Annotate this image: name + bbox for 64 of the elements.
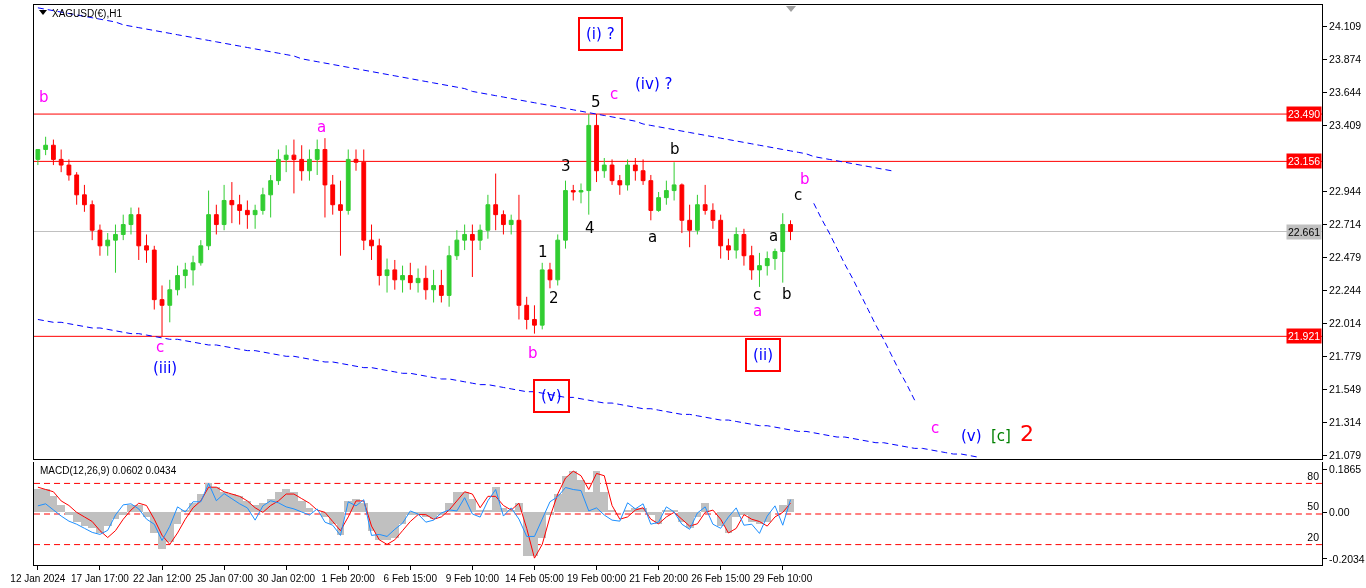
ref-line-label: 21.921 — [1288, 330, 1321, 342]
y-tick-label: 23.874 — [1329, 53, 1362, 66]
x-tick-label: 17 Jan 17:00 — [71, 573, 130, 584]
x-tick-label: 26 Feb 15:00 — [691, 573, 751, 584]
y-tick-label: 23.409 — [1329, 119, 1362, 132]
y-tick-label: 24.109 — [1329, 20, 1362, 33]
x-tick-label: 14 Feb 05:00 — [504, 573, 565, 584]
x-tick-label: 25 Jan 07:00 — [195, 573, 254, 584]
y-tick-label: -0.2034 — [1329, 552, 1365, 565]
annotation: b — [528, 344, 538, 362]
y-tick-label: 21.549 — [1329, 382, 1362, 395]
annotation: [c] — [991, 427, 1011, 445]
annotation: c — [610, 85, 619, 103]
x-tick-label: 6 Feb 15:00 — [383, 573, 438, 584]
ref-line-label: 23.156 — [1288, 155, 1321, 167]
annotation: 5 — [591, 93, 601, 111]
x-tick-label: 30 Jan 02:00 — [257, 573, 316, 584]
ref-line-label: 23.490 — [1288, 108, 1321, 120]
annotation: c — [794, 186, 803, 204]
y-tick-label: 21.079 — [1329, 449, 1362, 462]
x-tick-label: 19 Feb 00:00 — [567, 573, 627, 584]
x-tick-label: 12 Jan 2024 — [10, 573, 66, 584]
y2-tick-label: 20 — [1307, 530, 1320, 543]
annotation: c — [156, 338, 165, 356]
annotation: (i) ? — [586, 25, 615, 43]
y-tick-label: 0.00 — [1329, 506, 1350, 519]
annotation: b — [800, 170, 810, 188]
annotation: a — [753, 302, 763, 320]
annotation: (v) — [961, 427, 982, 445]
x-tick-label: 1 Feb 20:00 — [321, 573, 376, 584]
annotation: (iv) ? — [635, 75, 673, 93]
y-tick-label: 22.244 — [1329, 284, 1362, 297]
annotation: b — [39, 88, 49, 106]
x-tick-label: 9 Feb 10:00 — [445, 573, 500, 584]
y-tick-label: 21.314 — [1329, 415, 1362, 428]
annotation: a — [769, 227, 779, 245]
chart-title: MACD(12,26,9) 0.0602 0.0434 — [40, 464, 177, 476]
annotation: a — [317, 118, 327, 136]
x-tick-label: 22 Jan 12:00 — [133, 573, 192, 584]
annotation: b — [670, 140, 680, 158]
annotation: (ii) — [753, 346, 774, 364]
y2-tick-label: 80 — [1307, 469, 1320, 482]
annotation: 2 — [1020, 421, 1034, 446]
x-tick-label: 29 Feb 10:00 — [753, 573, 813, 584]
y-tick-label: 22.944 — [1329, 185, 1362, 198]
y-tick-label: 22.714 — [1329, 217, 1362, 230]
y-tick-label: 22.479 — [1329, 250, 1362, 263]
annotation: 3 — [561, 157, 571, 175]
annotation: c — [753, 286, 762, 304]
y-tick-label: 0.1865 — [1329, 463, 1362, 476]
y-tick-label: 21.779 — [1329, 350, 1362, 363]
annotation: (iii) — [153, 359, 178, 377]
annotation: b — [782, 285, 792, 303]
y2-tick-label: 50 — [1307, 500, 1320, 513]
annotation: 4 — [585, 219, 595, 237]
annotation: (v) — [541, 387, 562, 405]
y-tick-label: 22.014 — [1329, 316, 1362, 329]
annotation: a — [648, 228, 658, 246]
x-tick-label: 21 Feb 20:00 — [629, 573, 689, 584]
annotation: 1 — [538, 243, 548, 261]
annotation: c — [931, 419, 940, 437]
ref-line-label: 22.661 — [1288, 226, 1321, 238]
y-tick-label: 23.644 — [1329, 85, 1362, 98]
annotation: 2 — [549, 289, 559, 307]
